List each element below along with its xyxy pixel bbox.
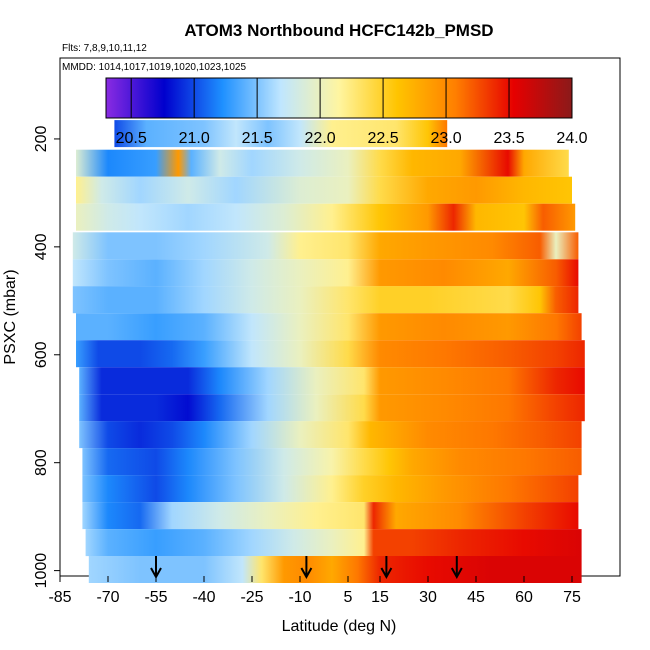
x-tick-label: 75 [563,589,581,606]
heat-band [76,203,576,231]
arrow-head [380,567,393,580]
colorbar-tick-label: 22.5 [368,130,399,147]
colorbar-tick-label: 21.0 [179,130,210,147]
heat-band [76,340,585,368]
heat-band [76,176,572,204]
x-tick-label: 15 [371,589,389,606]
x-tick-label: -40 [192,589,215,606]
heat-band [72,259,579,287]
heat-band [72,232,579,260]
heat-band [76,149,569,177]
colorbar-tick-label: 23.0 [430,130,461,147]
x-tick-label: -85 [48,589,71,606]
x-tick-label: -70 [96,589,119,606]
x-tick-label: 60 [515,589,533,606]
latitude-arrows [150,556,463,580]
y-axis-label: PSXC (mbar) [2,269,19,364]
y-tick-label: 1000 [33,553,50,589]
colorbar: 20.5 21.0 21.5 22.0 22.5 23.0 23.5 24.0 [105,77,588,147]
x-tick-label: 30 [419,589,437,606]
colorbar-tick-label: 21.5 [242,130,273,147]
heat-band [79,421,582,449]
arrow-head [450,567,463,580]
y-axis: 200 400 600 800 1000 [33,125,60,588]
heat-band [76,313,582,341]
heat-band [79,367,585,395]
heat-band [85,529,582,557]
x-tick-label: 5 [344,589,353,606]
heatmap-layer [72,120,585,583]
flights-label: Flts: 7,8,9,10,11,12 [62,43,147,54]
colorbar-gradient [105,77,573,119]
x-tick-label: 45 [467,589,485,606]
x-tick-label: -25 [240,589,263,606]
heat-band [82,502,579,530]
dates-label: MMDD: 1014,1017,1019,1020,1023,1025 [62,62,246,73]
colorbar-tick-label: 20.5 [116,130,147,147]
heat-band [114,120,448,148]
chart-title: ATOM3 Northbound HCFC142b_PMSD [184,21,493,40]
y-tick-label: 400 [33,233,50,260]
heat-band [82,448,582,476]
x-axis: -85 -70 -55 -40 -25 -10 5 15 30 45 60 75 [48,576,581,606]
y-tick-label: 800 [33,449,50,476]
arrow-head [300,567,313,580]
heat-band [72,286,579,314]
y-tick-label: 200 [33,125,50,152]
y-tick-label: 600 [33,341,50,368]
colorbar-tick-label: 23.5 [493,130,524,147]
x-tick-label: -10 [288,589,311,606]
x-tick-label: -55 [144,589,167,606]
colorbar-tick-label: 22.0 [305,130,336,147]
heat-band [82,475,579,503]
heat-band [88,556,582,583]
heat-band [79,394,585,422]
colorbar-tick-label: 24.0 [556,130,587,147]
x-axis-label: Latitude (deg N) [282,618,397,635]
